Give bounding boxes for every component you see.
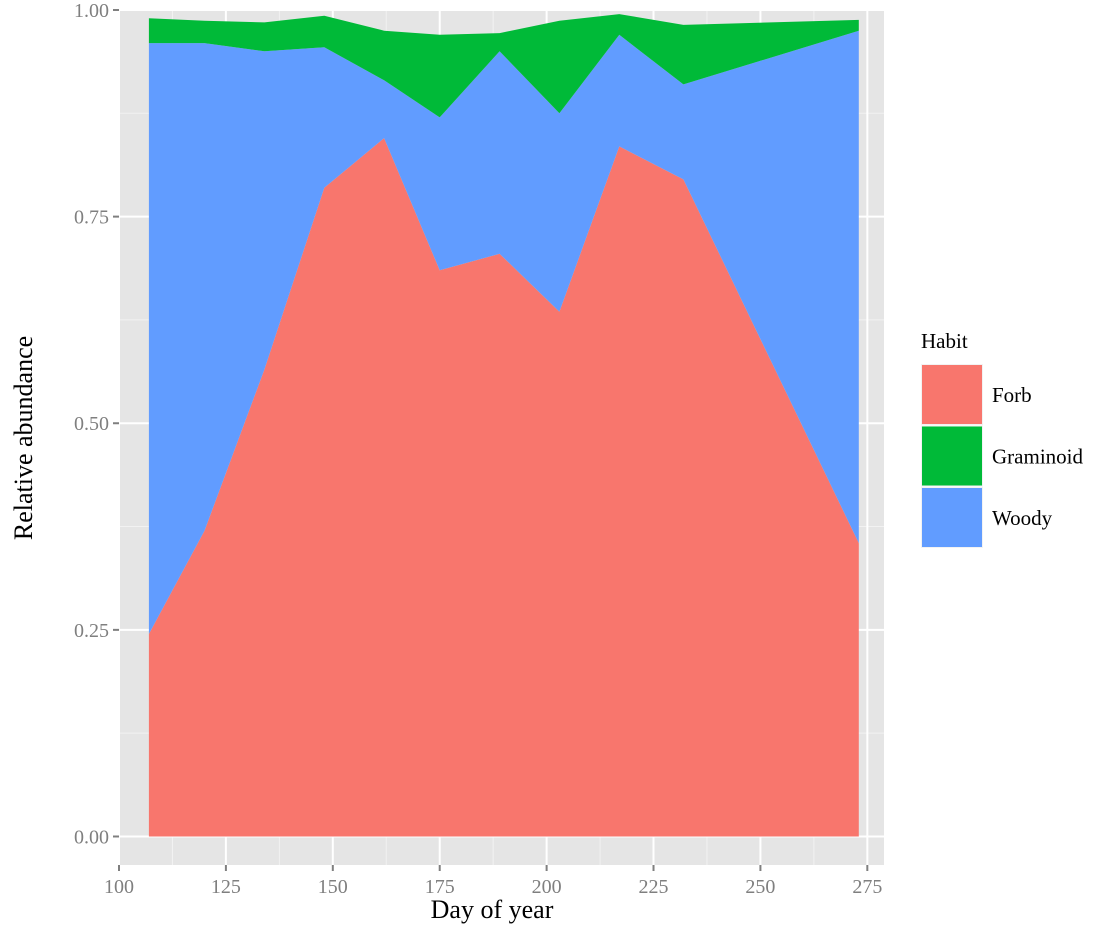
x-tick-label: 175 [425, 876, 455, 898]
y-tick-label: 0.25 [74, 620, 109, 642]
y-axis: 0.00 0.25 0.50 0.75 1.00 [74, 0, 119, 848]
x-tick-label: 225 [639, 876, 669, 898]
x-tick-label: 250 [745, 876, 775, 898]
x-axis: 100 125 150 175 200 225 250 275 [104, 865, 882, 898]
legend-swatch-woody [922, 488, 982, 547]
legend-label-forb: Forb [992, 383, 1032, 407]
x-tick-label: 100 [104, 876, 134, 898]
y-tick-label: 0.75 [74, 207, 109, 229]
x-tick-label: 200 [532, 876, 562, 898]
legend-label-graminoid: Graminoid [992, 445, 1083, 469]
legend-items: Forb Graminoid Woody [921, 364, 1083, 548]
area-series [148, 14, 859, 837]
legend: Habit Forb Graminoid Woody [921, 329, 1083, 548]
legend-title: Habit [921, 329, 968, 353]
y-tick-label: 0.50 [74, 413, 109, 435]
legend-label-woody: Woody [992, 506, 1053, 530]
y-tick-label: 1.00 [74, 0, 109, 22]
y-axis-title: Relative abundance [9, 336, 38, 540]
area-woody [148, 30, 859, 634]
area-forb [148, 138, 859, 837]
y-tick-label: 0.00 [74, 826, 109, 848]
area-graminoid [148, 14, 859, 118]
legend-swatch-graminoid [922, 426, 982, 486]
x-tick-label: 150 [318, 876, 348, 898]
x-tick-label: 125 [211, 876, 241, 898]
legend-swatch-forb [922, 365, 982, 424]
x-axis-title: Day of year [431, 895, 554, 924]
x-tick-label: 275 [852, 876, 882, 898]
